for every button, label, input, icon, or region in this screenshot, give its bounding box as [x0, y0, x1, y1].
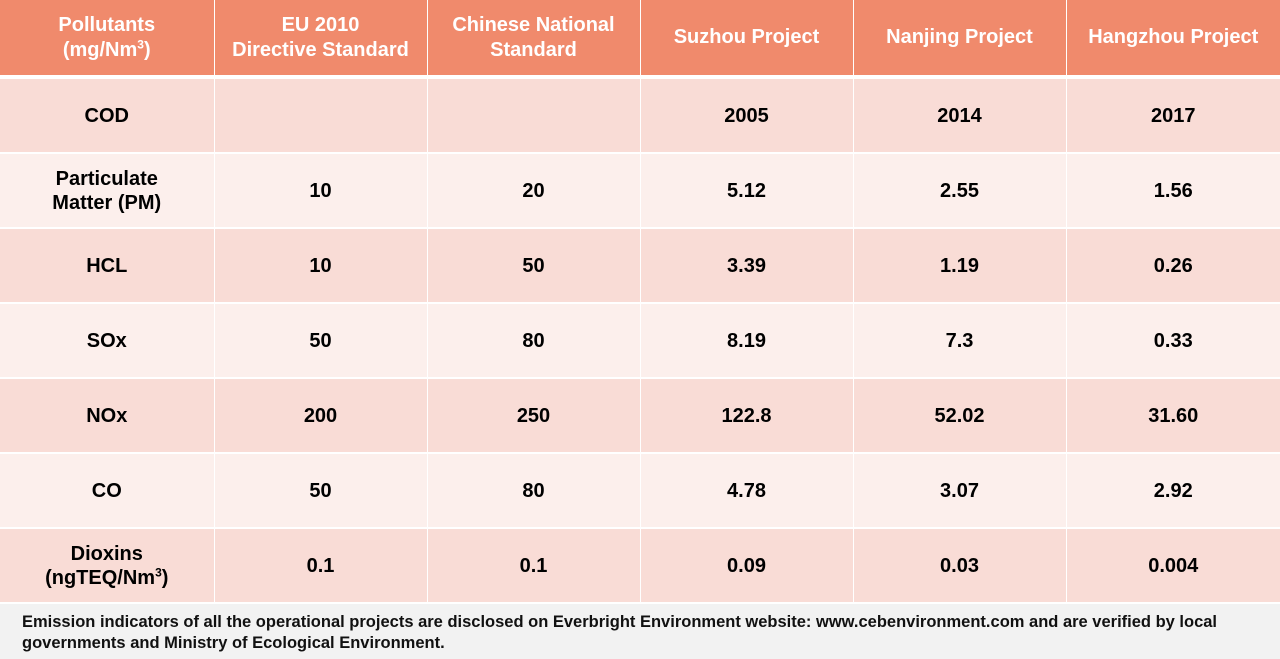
nanjing-value: 52.02: [853, 378, 1067, 454]
header-eu-standard: EU 2010 Directive Standard: [214, 0, 428, 79]
header-chinese-standard: Chinese National Standard: [427, 0, 641, 79]
table-row: NOx 200 250 122.8 52.02 31.60: [0, 378, 1280, 454]
suzhou-value: 5.12: [640, 153, 854, 229]
eu-value: 10: [214, 228, 428, 304]
table-row: Particulate Matter (PM) 10 20 5.12 2.55 1…: [0, 153, 1280, 229]
pollutant-name: COD: [0, 77, 215, 154]
nanjing-value: 7.3: [853, 303, 1067, 379]
eu-value: 50: [214, 453, 428, 529]
emissions-table-container: Pollutants (mg/Nm3) EU 2010 Directive Stan…: [0, 0, 1280, 604]
pollutant-name: Particulate Matter (PM): [0, 153, 215, 229]
pollutant-name: SOx: [0, 303, 215, 379]
table-row: SOx 50 80 8.19 7.3 0.33: [0, 303, 1280, 379]
suzhou-value: 122.8: [640, 378, 854, 454]
suzhou-value: 3.39: [640, 228, 854, 304]
nanjing-value: 2014: [853, 77, 1067, 154]
header-pollutants: Pollutants (mg/Nm3): [0, 0, 215, 79]
cn-value: 0.1: [427, 528, 641, 604]
hangzhou-value: 31.60: [1066, 378, 1280, 454]
pollutant-name: CO: [0, 453, 215, 529]
suzhou-value: 4.78: [640, 453, 854, 529]
table-row: CO 50 80 4.78 3.07 2.92: [0, 453, 1280, 529]
eu-value: 200: [214, 378, 428, 454]
cn-value: [427, 77, 641, 154]
eu-value: 0.1: [214, 528, 428, 604]
eu-value: [214, 77, 428, 154]
hangzhou-value: 0.004: [1066, 528, 1280, 604]
suzhou-value: 2005: [640, 77, 854, 154]
nanjing-value: 2.55: [853, 153, 1067, 229]
hangzhou-value: 0.33: [1066, 303, 1280, 379]
header-hangzhou: Hangzhou Project: [1066, 0, 1280, 79]
cn-value: 50: [427, 228, 641, 304]
pollutant-name: Dioxins (ngTEQ/Nm3): [0, 528, 215, 604]
cn-value: 80: [427, 303, 641, 379]
header-suzhou: Suzhou Project: [640, 0, 854, 79]
table-row: COD 2005 2014 2017: [0, 77, 1280, 154]
cn-value: 80: [427, 453, 641, 529]
cn-value: 20: [427, 153, 641, 229]
suzhou-value: 0.09: [640, 528, 854, 604]
cn-value: 250: [427, 378, 641, 454]
eu-value: 50: [214, 303, 428, 379]
nanjing-value: 0.03: [853, 528, 1067, 604]
hangzhou-value: 0.26: [1066, 228, 1280, 304]
nanjing-value: 1.19: [853, 228, 1067, 304]
hangzhou-value: 1.56: [1066, 153, 1280, 229]
suzhou-value: 8.19: [640, 303, 854, 379]
pollutant-name: HCL: [0, 228, 215, 304]
header-nanjing: Nanjing Project: [853, 0, 1067, 79]
pollutant-name: NOx: [0, 378, 215, 454]
table-header-row: Pollutants (mg/Nm3) EU 2010 Directive Stan…: [0, 0, 1280, 79]
nanjing-value: 3.07: [853, 453, 1067, 529]
eu-value: 10: [214, 153, 428, 229]
table-row: HCL 10 50 3.39 1.19 0.26: [0, 228, 1280, 304]
emissions-table: Pollutants (mg/Nm3) EU 2010 Directive Stan…: [0, 0, 1280, 604]
hangzhou-value: 2.92: [1066, 453, 1280, 529]
hangzhou-value: 2017: [1066, 77, 1280, 154]
footnote-text: Emission indicators of all the operation…: [22, 613, 1218, 652]
table-row: Dioxins (ngTEQ/Nm3) 0.1 0.1 0.09 0.03 0.0…: [0, 528, 1280, 604]
